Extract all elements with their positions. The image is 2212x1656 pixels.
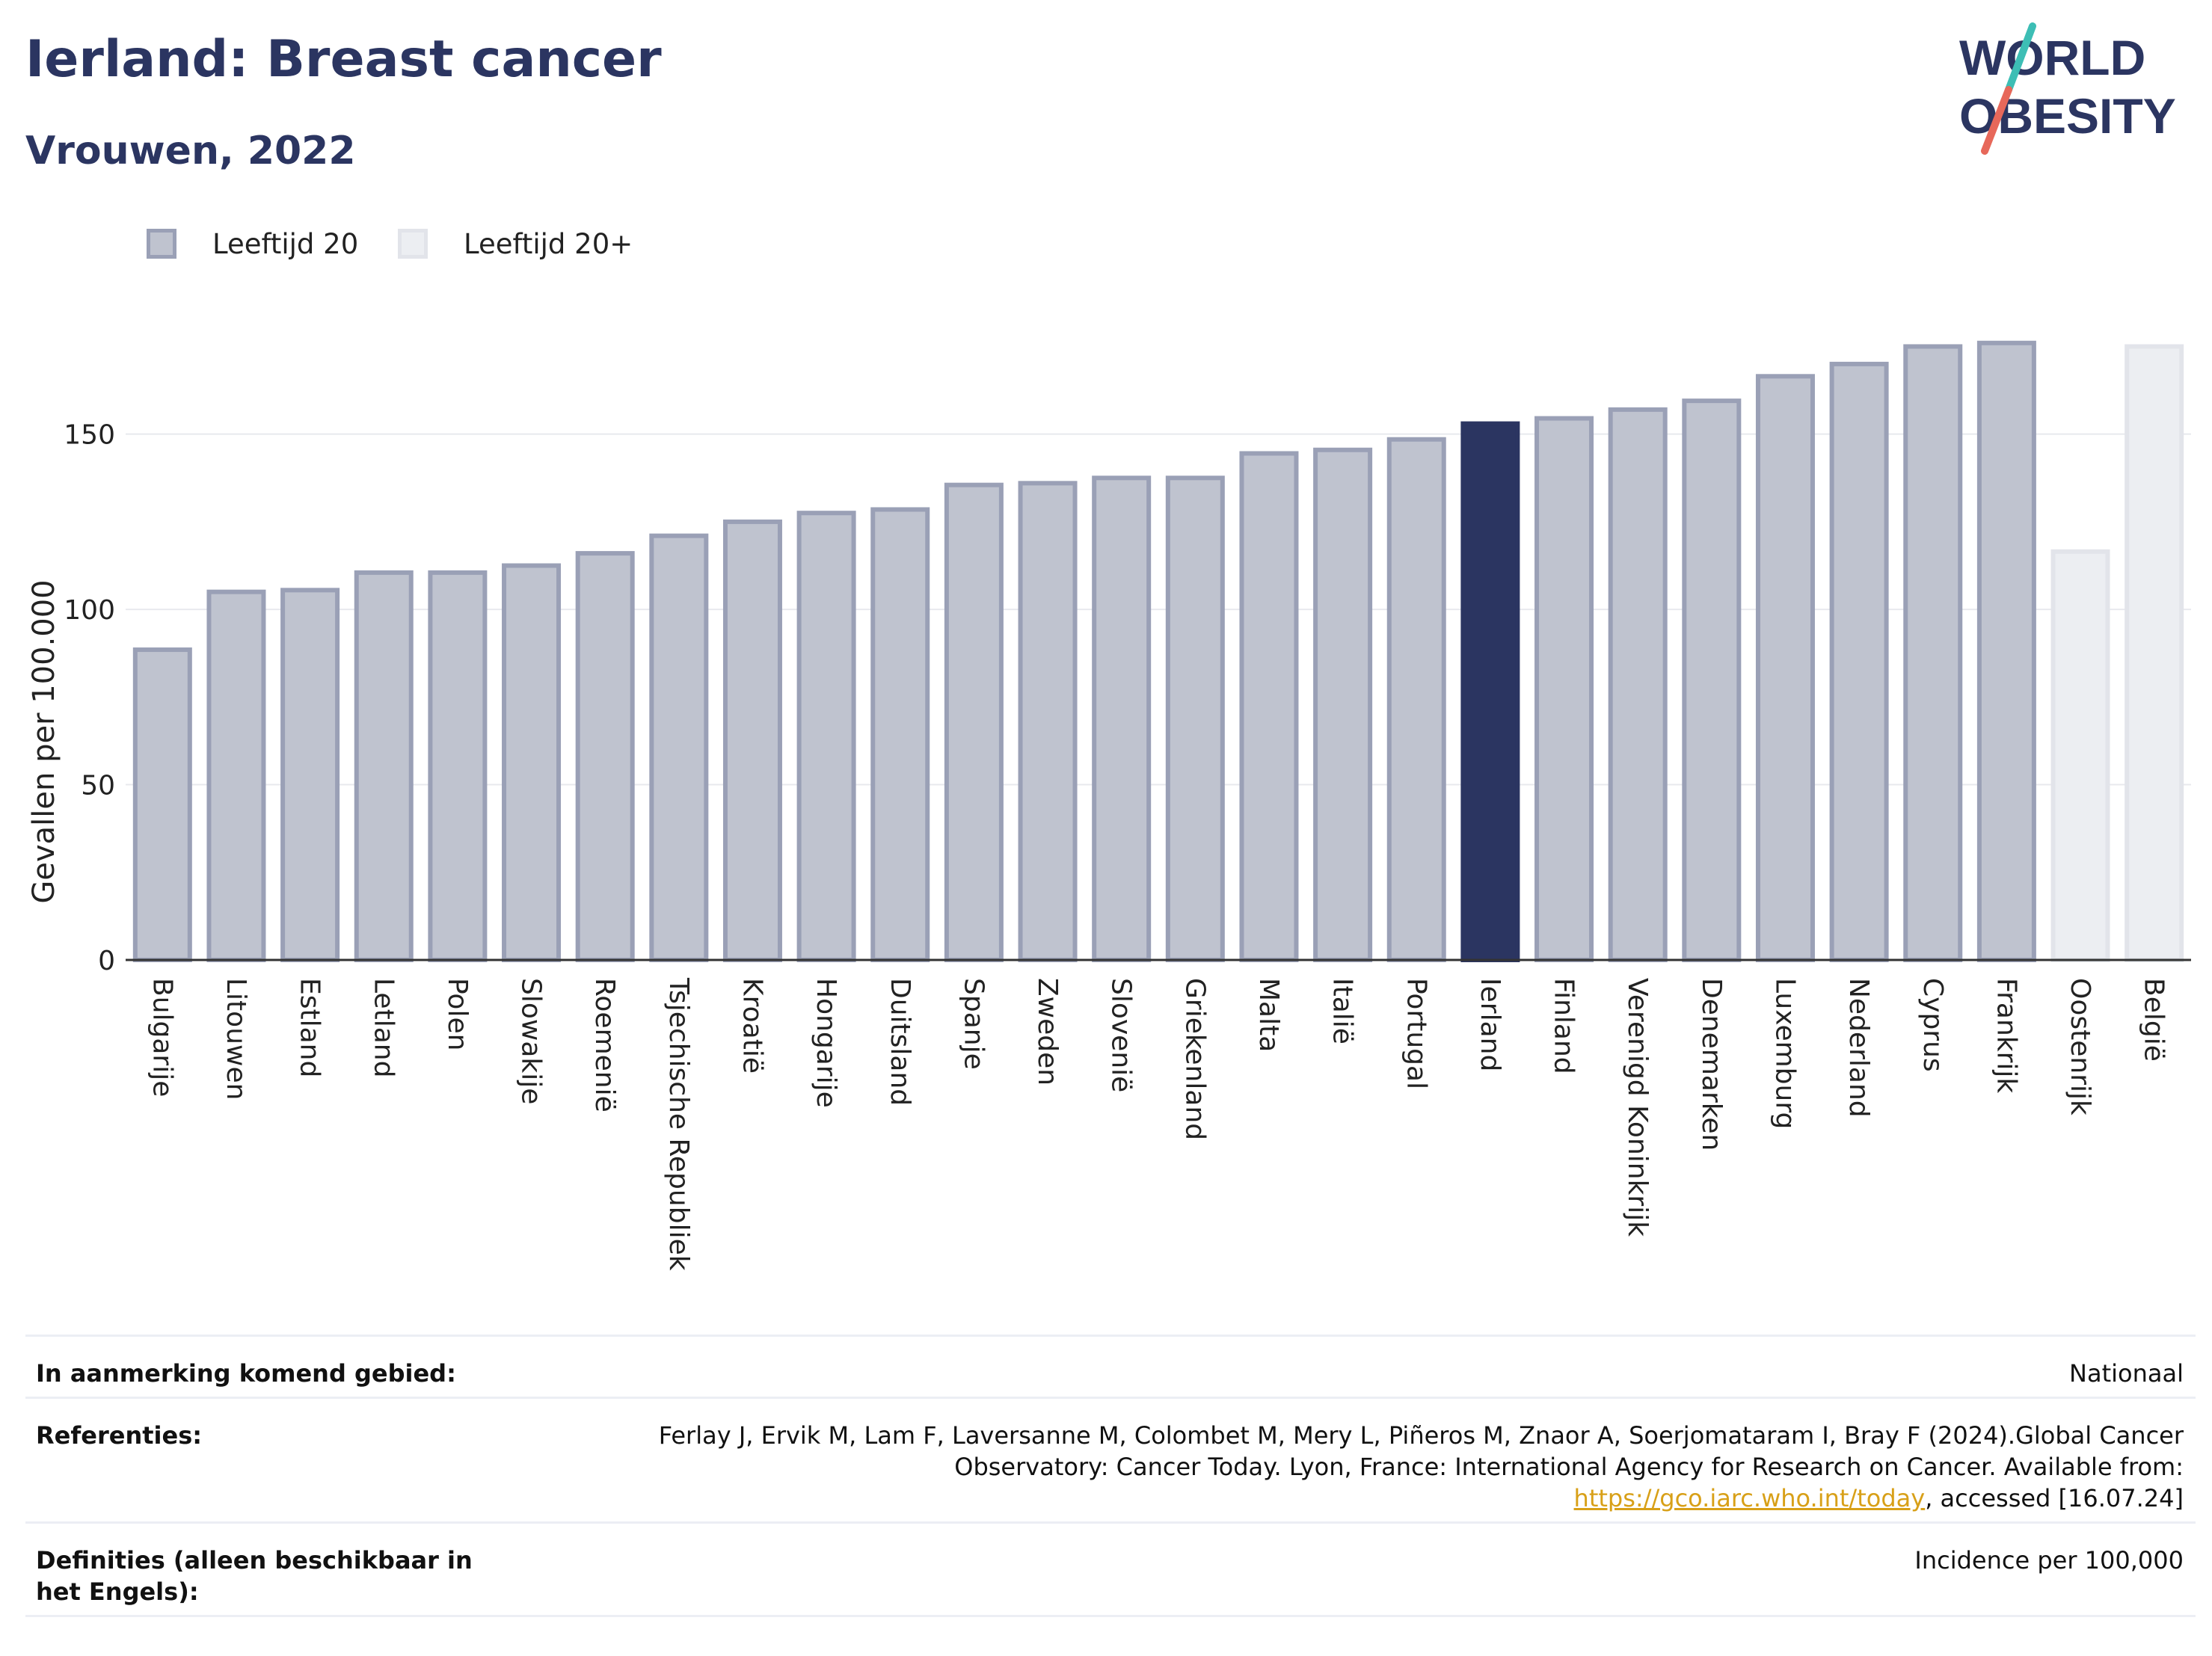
x-tick-label: Hongarije xyxy=(811,978,841,1108)
reference-text: Ferlay J, Ervik M, Lam F, Laversanne M, … xyxy=(658,1421,2184,1481)
x-tick-label: België xyxy=(2139,978,2169,1062)
logo-slash-red xyxy=(1981,86,2012,155)
x-tick-label: Denemarken xyxy=(1696,978,1727,1151)
x-tick-label: Cyprus xyxy=(1917,978,1948,1072)
info-table: In aanmerking komend gebied: Nationaal R… xyxy=(25,1335,2196,1617)
bar-roemeni- xyxy=(575,551,635,963)
x-tick-label: Litouwen xyxy=(221,978,251,1100)
bar-itali- xyxy=(1313,447,1373,962)
y-tick-label: 100 xyxy=(64,595,115,626)
x-tick-label: Slovenië xyxy=(1106,978,1137,1092)
bars xyxy=(132,340,2184,963)
bar-slowakije xyxy=(502,563,562,962)
info-label-definitions: Definities (alleen beschikbaar in het En… xyxy=(36,1546,473,1606)
bar-denemarken xyxy=(1682,398,1742,963)
bar-portugal xyxy=(1386,437,1446,962)
bar-oostenrijk xyxy=(2050,549,2110,962)
x-tick-label: Spanje xyxy=(958,978,989,1070)
bar-chart: 0 50 100 150 Bulgarije Litouwen Estland Letlan… xyxy=(27,340,2191,1271)
x-tick-label: Nederland xyxy=(1843,978,1874,1118)
bar-belgi- xyxy=(2125,344,2184,962)
logo-slash-teal xyxy=(2005,22,2036,93)
bar-bulgarije xyxy=(132,647,192,962)
y-axis-label: Gevallen per 100.000 xyxy=(27,579,61,903)
info-row-definitions: Definities (alleen beschikbaar in het En… xyxy=(25,1521,2196,1617)
world-obesity-logo: WORLD OBESITY xyxy=(1959,22,2176,155)
bar-finland xyxy=(1534,416,1594,963)
bar-hongarije xyxy=(796,511,856,962)
bar-griekenland xyxy=(1165,475,1225,962)
bar-litouwen xyxy=(206,589,266,962)
chart-title: Ierland: Breast cancer xyxy=(25,30,662,89)
reference-accessed: , accessed [16.07.24] xyxy=(1925,1484,2184,1512)
bar-verenigd-koninkrijk xyxy=(1608,407,1668,963)
x-tick-label: Estland xyxy=(295,978,325,1077)
x-tick-label: Frankrijk xyxy=(1991,978,2021,1093)
bar-polen xyxy=(428,570,488,962)
logo-line1: WORLD xyxy=(1959,30,2145,85)
x-tick-label: Ierland xyxy=(1475,978,1505,1071)
x-tick-label: Portugal xyxy=(1401,978,1431,1089)
legend-label-age20plus: Leeftijd 20+ xyxy=(464,227,633,260)
x-tick-label: Griekenland xyxy=(1179,978,1210,1140)
info-row-references: Referenties: Ferlay J, Ervik M, Lam F, L… xyxy=(25,1397,2196,1521)
x-tick-label: Kroatië xyxy=(737,978,767,1074)
x-tick-label: Letland xyxy=(368,978,399,1077)
bar-sloveni- xyxy=(1092,475,1152,962)
x-tick-label: Duitsland xyxy=(885,978,915,1106)
info-label-area: In aanmerking komend gebied: xyxy=(36,1359,456,1388)
bar-tsjechische-republiek xyxy=(649,533,709,962)
bar-frankrijk xyxy=(1976,340,2036,962)
x-tick-label: Zweden xyxy=(1032,978,1063,1086)
legend-swatch-age20 xyxy=(147,229,176,259)
x-tick-label: Luxemburg xyxy=(1769,978,1800,1129)
x-tick-label: Tsjechische Republiek xyxy=(663,977,694,1271)
bar-spanje xyxy=(944,482,1004,962)
reference-link[interactable]: https://gco.iarc.who.int/today xyxy=(1573,1484,1926,1512)
legend-label-age20: Leeftijd 20 xyxy=(212,227,359,260)
bar-estland xyxy=(280,588,340,962)
bar-malta xyxy=(1239,451,1299,962)
x-tick-label: Oostenrijk xyxy=(2065,978,2095,1115)
x-tick-label: Finland xyxy=(1549,978,1579,1074)
bar-kroati- xyxy=(722,519,782,962)
legend-item-age20[interactable]: Leeftijd 20 xyxy=(147,223,358,265)
x-tick-label: Italië xyxy=(1327,978,1358,1044)
x-tick-label: Roemenië xyxy=(589,978,620,1112)
bar-zweden xyxy=(1018,481,1078,963)
legend-item-age20plus[interactable]: Leeftijd 20+ xyxy=(398,223,633,265)
info-value-definitions: Incidence per 100,000 xyxy=(1914,1546,2184,1575)
x-tick-label: Verenigd Koninkrijk xyxy=(1622,978,1653,1237)
legend-swatch-age20plus xyxy=(398,229,428,259)
bar-duitsland xyxy=(870,507,930,962)
info-value-references: Ferlay J, Ervik M, Lam F, Laversanne M, … xyxy=(613,1420,2184,1514)
y-tick-label: 50 xyxy=(81,771,115,801)
bar-luxemburg xyxy=(1755,374,1815,963)
x-tick-label: Slowakije xyxy=(516,978,547,1104)
info-value-area: Nationaal xyxy=(2069,1359,2184,1388)
bar-letland xyxy=(354,570,414,962)
bar-ierland xyxy=(1460,421,1520,963)
x-axis-ticks: Bulgarije Litouwen Estland Letland Polen Slow… xyxy=(147,977,2169,1271)
chart-subtitle: Vrouwen, 2022 xyxy=(25,129,356,173)
info-label-references: Referenties: xyxy=(36,1421,203,1450)
x-tick-label: Malta xyxy=(1253,978,1284,1052)
bar-nederland xyxy=(1829,361,1889,962)
info-row-area: In aanmerking komend gebied: Nationaal xyxy=(25,1335,2196,1397)
bar-cyprus xyxy=(1903,344,1963,962)
y-axis-ticks: 0 50 100 150 xyxy=(64,420,115,976)
x-tick-label: Bulgarije xyxy=(147,978,177,1097)
y-tick-label: 0 xyxy=(98,946,115,976)
x-tick-label: Polen xyxy=(442,978,473,1050)
y-tick-label: 150 xyxy=(64,420,115,451)
